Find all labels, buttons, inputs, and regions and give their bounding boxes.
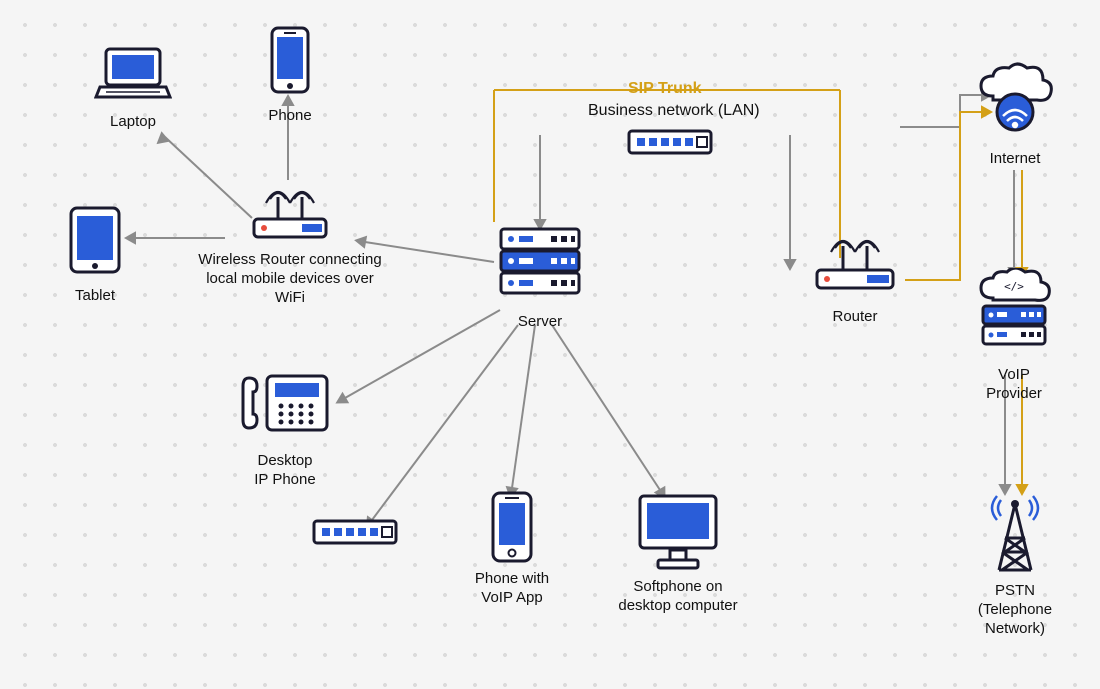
deskphone-icon [237, 370, 333, 440]
internet-label: Internet [970, 150, 1060, 169]
voip-provider-icon: </> [969, 268, 1059, 354]
desktop-ip-phone-label: Desktop IP Phone [230, 452, 340, 490]
softphone-label: Softphone on desktop computer [608, 578, 748, 616]
tablet-node: Tablet [60, 205, 130, 306]
phone-node: Phone [260, 25, 320, 126]
cell-tower-icon [975, 486, 1055, 576]
voip-provider-node: </> VoIP Provider [968, 268, 1060, 403]
laptop-node: Laptop [90, 45, 176, 132]
softphone-node: Softphone on desktop computer [608, 490, 748, 616]
phone-icon [268, 25, 312, 95]
voip-phone-icon [488, 490, 536, 564]
laptop-label: Laptop [90, 113, 176, 132]
desktop-computer-icon [630, 490, 726, 572]
voip-phone-node: Phone with VoIP App [462, 490, 562, 608]
internet-node: Internet [970, 62, 1060, 169]
router-label: Router [805, 308, 905, 327]
server-icon [495, 225, 585, 301]
wifi-router-label: Wireless Router connecting local mobile … [195, 251, 385, 307]
pstn-label: PSTN (Telephone Network) [962, 582, 1068, 638]
wifi-router-node: Wireless Router connecting local mobile … [195, 175, 385, 307]
router-icon [805, 222, 905, 296]
router-node: Router [805, 222, 905, 327]
phone-label: Phone [260, 107, 320, 126]
server-node: Server [495, 225, 585, 332]
switch2-node [310, 515, 400, 555]
tablet-label: Tablet [60, 287, 130, 306]
diagram-stage: SIP Trunk Business network (LAN) Laptop … [0, 0, 1100, 689]
lan-label: Business network (LAN) [588, 102, 760, 120]
lan-switch-node [625, 125, 715, 165]
tablet-icon [67, 205, 123, 275]
switch-icon [625, 125, 715, 159]
voip-phone-label: Phone with VoIP App [462, 570, 562, 608]
svg-text:</>: </> [1004, 280, 1024, 293]
laptop-icon [94, 45, 172, 101]
sip-trunk-label: SIP Trunk [628, 80, 702, 98]
server-label: Server [495, 313, 585, 332]
pstn-node: PSTN (Telephone Network) [962, 486, 1068, 638]
internet-icon [973, 62, 1057, 138]
voip-provider-label: VoIP Provider [968, 366, 1060, 404]
switch2-icon [310, 515, 400, 549]
desktop-ip-phone-node: Desktop IP Phone [230, 370, 340, 489]
wifi-router-icon [242, 175, 338, 245]
